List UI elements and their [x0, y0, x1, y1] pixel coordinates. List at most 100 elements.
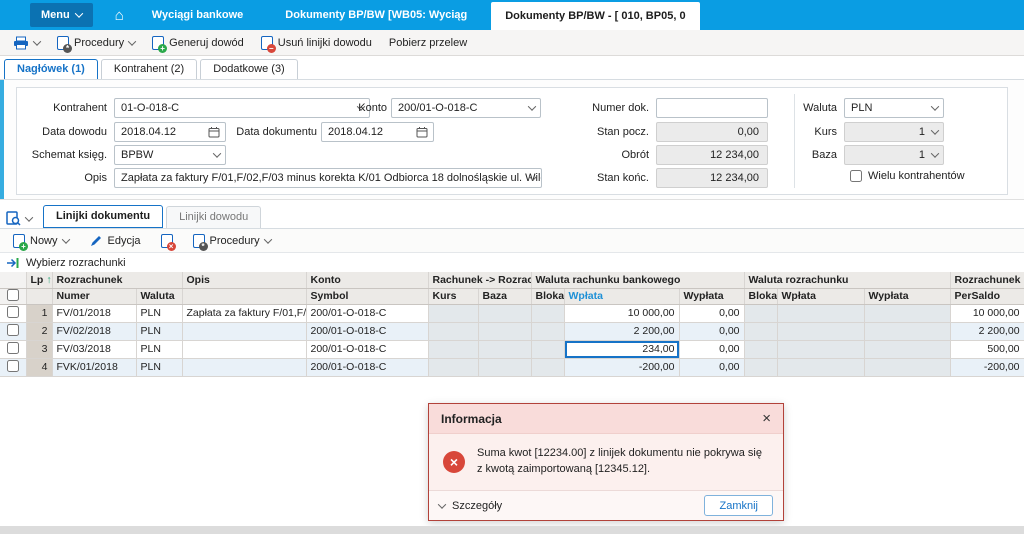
cell-numer[interactable]: FVK/01/2018	[52, 358, 137, 377]
data-dowodu-input[interactable]: 2018.04.12	[114, 122, 226, 142]
details-toggle[interactable]: Szczegóły	[437, 500, 704, 512]
cell-kurs[interactable]	[428, 304, 479, 323]
cell-waluta[interactable]: PLN	[136, 322, 183, 341]
cell-symbol[interactable]: 200/01-O-018-C	[306, 304, 429, 323]
procedury-lines-button[interactable]: * Procedury	[188, 232, 276, 251]
kurs-select[interactable]: 1	[844, 122, 944, 142]
calendar-icon[interactable]	[416, 126, 428, 138]
cell-persaldo[interactable]: 10 000,00	[950, 304, 1024, 323]
cell-wplata-bank[interactable]: -200,00	[564, 358, 680, 377]
tab-linijki-dowodu[interactable]: Linijki dowodu	[166, 206, 262, 228]
header-wyplata-bank[interactable]: Wypłata	[679, 288, 745, 305]
data-dokumentu-input[interactable]: 2018.04.12	[321, 122, 434, 142]
cell-wyplata-bank[interactable]: 0,00	[679, 358, 745, 377]
cell-persaldo[interactable]: 2 200,00	[950, 322, 1024, 341]
menu-button[interactable]: Menu	[30, 3, 93, 27]
cell-baza[interactable]	[478, 340, 532, 359]
row-checkbox[interactable]	[6, 359, 19, 372]
cell-blokada-rozr[interactable]	[744, 304, 778, 323]
header-opis[interactable]: Opis	[182, 272, 307, 289]
table-row[interactable]: 3 FV/03/2018 PLN 200/01-O-018-C 234,00 0…	[0, 340, 1024, 359]
header-rachunek-rozrachunek[interactable]: Rachunek -> Rozrachun	[428, 272, 532, 289]
header-blokada-bank[interactable]: Blokada	[531, 288, 565, 305]
schemat-select[interactable]: BPBW	[114, 145, 226, 165]
row-checkbox[interactable]	[6, 341, 19, 354]
home-icon[interactable]: ⌂	[114, 6, 124, 24]
tab-dokumenty-wb05[interactable]: Dokumenty BP/BW [WB05: Wyciąg	[285, 9, 468, 21]
cell-opis[interactable]	[182, 358, 307, 377]
cell-blokada-bank[interactable]	[531, 358, 565, 377]
header-numer[interactable]: Numer	[52, 288, 137, 305]
tab-linijki-dokumentu[interactable]: Linijki dokumentu	[43, 205, 164, 228]
opis-select[interactable]: Zapłata za faktury F/01,F/02,F/03 minus …	[114, 168, 542, 188]
cell-kurs[interactable]	[428, 358, 479, 377]
cell-baza[interactable]	[478, 322, 532, 341]
row-checkbox[interactable]	[6, 305, 19, 318]
cell-kurs[interactable]	[428, 340, 479, 359]
table-row[interactable]: 1 FV/01/2018 PLN Zapłata za faktury F/01…	[0, 304, 1024, 323]
nowy-button[interactable]: + Nowy	[8, 232, 74, 251]
cell-blokada-rozr[interactable]	[744, 358, 778, 377]
cell-symbol[interactable]: 200/01-O-018-C	[306, 340, 429, 359]
view-options-button[interactable]	[6, 211, 34, 226]
header-wplata-bank[interactable]: Wpłata	[564, 288, 680, 305]
table-row[interactable]: 2 FV/02/2018 PLN 200/01-O-018-C 2 200,00…	[0, 322, 1024, 341]
procedury-button[interactable]: * Procedury	[52, 34, 140, 53]
baza-select[interactable]: 1	[844, 145, 944, 165]
wybierz-rozrachunki-button[interactable]: Wybierz rozrachunki	[0, 253, 1024, 272]
cell-wplata-bank[interactable]: 2 200,00	[564, 322, 680, 341]
header-symbol[interactable]: Symbol	[306, 288, 429, 305]
header-blokada-rozr[interactable]: Blokada	[744, 288, 778, 305]
cell-waluta[interactable]: PLN	[136, 304, 183, 323]
tab-wyciagi-bankowe[interactable]: Wyciągi bankowe	[151, 9, 244, 21]
header-persaldo[interactable]: PerSaldo	[950, 288, 1024, 305]
cell-numer[interactable]: FV/02/2018	[52, 322, 137, 341]
cell-wyplata-bank[interactable]: 0,00	[679, 340, 745, 359]
header-waluta[interactable]: Waluta	[136, 288, 183, 305]
cell-wplata-rozr[interactable]	[777, 340, 865, 359]
table-row[interactable]: 4 FVK/01/2018 PLN 200/01-O-018-C -200,00…	[0, 358, 1024, 377]
cell-waluta[interactable]: PLN	[136, 340, 183, 359]
header-wyplata-rozr[interactable]: Wypłata	[864, 288, 951, 305]
cell-numer[interactable]: FV/01/2018	[52, 304, 137, 323]
cell-persaldo[interactable]: -200,00	[950, 358, 1024, 377]
tab-kontrahent[interactable]: Kontrahent (2)	[100, 59, 198, 79]
cell-baza[interactable]	[478, 358, 532, 377]
kontrahent-select[interactable]: 01-O-018-C	[114, 98, 370, 118]
header-konto[interactable]: Konto	[306, 272, 429, 289]
calendar-icon[interactable]	[208, 126, 220, 138]
cell-wplata-bank-selected[interactable]: 234,00	[564, 340, 680, 359]
header-waluta-bankowego[interactable]: Waluta rachunku bankowego	[531, 272, 745, 289]
cell-blokada-bank[interactable]	[531, 322, 565, 341]
header-kurs[interactable]: Kurs	[428, 288, 479, 305]
cell-persaldo[interactable]: 500,00	[950, 340, 1024, 359]
print-button[interactable]	[8, 34, 45, 52]
cell-waluta[interactable]: PLN	[136, 358, 183, 377]
header-rozrachunek-persaldo[interactable]: Rozrachunek	[950, 272, 1024, 289]
header-waluta-rozrachunku[interactable]: Waluta rozrachunku	[744, 272, 951, 289]
cell-blokada-bank[interactable]	[531, 304, 565, 323]
cell-blokada-rozr[interactable]	[744, 340, 778, 359]
cell-wyplata-bank[interactable]: 0,00	[679, 304, 745, 323]
dialog-close-icon[interactable]: ×	[762, 410, 771, 427]
waluta-select[interactable]: PLN	[844, 98, 944, 118]
usun-linijki-button[interactable]: − Usuń linijki dowodu	[256, 34, 377, 53]
usun-button[interactable]: ×	[156, 232, 178, 251]
cell-wyplata-rozr[interactable]	[864, 304, 951, 323]
cell-symbol[interactable]: 200/01-O-018-C	[306, 358, 429, 377]
zamknij-button[interactable]: Zamknij	[704, 495, 773, 516]
cell-wyplata-bank[interactable]: 0,00	[679, 322, 745, 341]
cell-opis[interactable]	[182, 340, 307, 359]
cell-wyplata-rozr[interactable]	[864, 340, 951, 359]
tab-naglowek[interactable]: Nagłówek (1)	[4, 59, 98, 79]
cell-wyplata-rozr[interactable]	[864, 358, 951, 377]
generuj-dowod-button[interactable]: + Generuj dowód	[147, 34, 249, 53]
header-lp[interactable]: Lp ↑	[26, 272, 53, 289]
cell-symbol[interactable]: 200/01-O-018-C	[306, 322, 429, 341]
tab-dokumenty-active[interactable]: Dokumenty BP/BW - [ 010, BP05, 0	[491, 2, 700, 30]
numer-dok-input[interactable]	[656, 98, 768, 118]
cell-wplata-rozr[interactable]	[777, 304, 865, 323]
cell-wplata-bank[interactable]: 10 000,00	[564, 304, 680, 323]
konto-select[interactable]: 200/01-O-018-C	[391, 98, 541, 118]
tab-dodatkowe[interactable]: Dodatkowe (3)	[200, 59, 298, 79]
